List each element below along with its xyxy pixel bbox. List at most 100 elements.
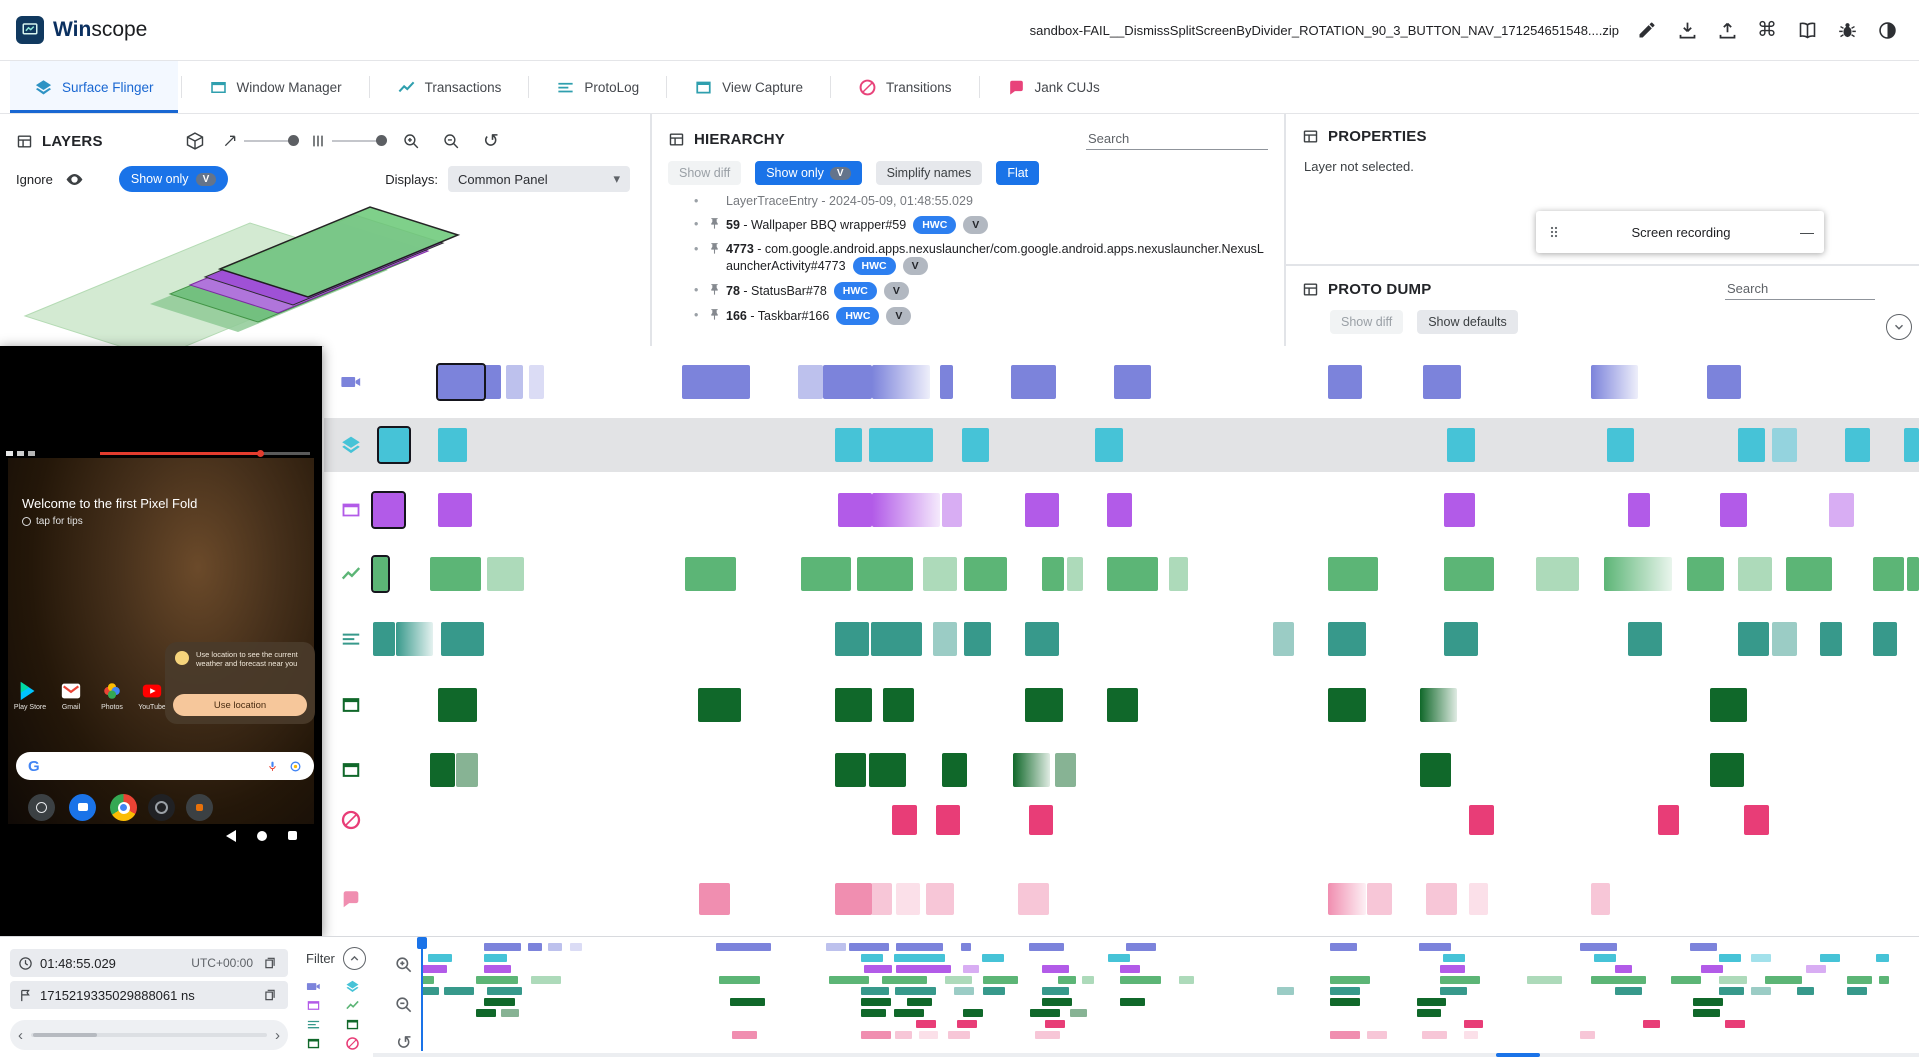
timeline-block-screen-recording[interactable]	[940, 365, 953, 399]
timeline-block-protolog[interactable]	[441, 622, 485, 656]
tree-node[interactable]: • 78 - StatusBar#78 HWC V	[652, 282, 1270, 300]
timeline-block-view-capture-1[interactable]	[437, 688, 477, 722]
timeline-block-window-manager[interactable]	[1025, 493, 1060, 527]
pin-icon[interactable]	[708, 308, 721, 321]
timeline-block-view-capture-1[interactable]	[1107, 688, 1139, 722]
reset-zoom-button[interactable]: ↺	[388, 1027, 420, 1059]
block-icon[interactable]	[345, 1036, 360, 1051]
notification-card[interactable]: Use location to see the current weather …	[165, 642, 315, 724]
timeline-block-jank-cujs[interactable]	[1017, 883, 1049, 915]
timeline-block-transactions[interactable]	[370, 555, 391, 593]
timeline-block-window-manager[interactable]	[1829, 493, 1855, 527]
google-search-bar[interactable]: G	[16, 752, 314, 780]
video-scrub-handle[interactable]	[257, 450, 264, 457]
timeline-block-surface-flinger[interactable]	[1606, 428, 1634, 462]
timeline-block-view-capture-2[interactable]	[869, 753, 907, 787]
timeline-block-transactions[interactable]	[1042, 557, 1065, 591]
timeline-block-view-capture-1[interactable]	[1328, 688, 1366, 722]
tab-surface-flinger[interactable]: Surface Flinger	[10, 61, 178, 113]
tab-window-manager[interactable]: Window Manager	[185, 61, 366, 113]
mini-timeline[interactable]	[422, 943, 1891, 1045]
timeline-cursor-handle[interactable]	[417, 937, 427, 949]
timeline-block-jank-cujs[interactable]	[835, 883, 873, 915]
chart-icon[interactable]	[345, 998, 360, 1013]
timeline-block-screen-recording[interactable]	[798, 365, 823, 399]
pin-icon[interactable]	[708, 283, 721, 296]
screen-recording-header[interactable]: Screen recording —	[1536, 211, 1824, 253]
mini-scrollbar-track[interactable]	[373, 1053, 1919, 1057]
tab-transitions[interactable]: Transitions	[834, 61, 976, 113]
timeline-block-window-manager[interactable]	[838, 493, 873, 527]
timeline-block-protolog[interactable]	[1820, 622, 1842, 656]
mini-scrollbar-thumb[interactable]	[1496, 1053, 1540, 1057]
timeline-block-window-manager[interactable]	[872, 493, 940, 527]
timeline-block-transactions[interactable]	[1444, 557, 1494, 591]
timeline-block-jank-cujs[interactable]	[870, 883, 893, 915]
displays-select[interactable]: Common Panel ▾	[448, 166, 630, 192]
timeline-block-transactions[interactable]	[1872, 557, 1904, 591]
timeline-block-view-capture-2[interactable]	[1054, 753, 1077, 787]
timeline-block-screen-recording[interactable]	[822, 365, 873, 399]
timeline-block-protolog[interactable]	[1872, 622, 1898, 656]
timeline-rows[interactable]	[370, 346, 1919, 936]
download-button[interactable]	[1671, 14, 1703, 46]
timeline-block-surface-flinger[interactable]	[1738, 428, 1766, 462]
dark-mode-toggle[interactable]	[1871, 14, 1903, 46]
zoom-out-button[interactable]	[388, 989, 420, 1021]
timeline-block-view-capture-1[interactable]	[1419, 688, 1457, 722]
timeline-block-window-manager[interactable]	[1719, 493, 1747, 527]
lens-icon[interactable]	[289, 760, 302, 773]
videocam-icon[interactable]	[306, 979, 321, 994]
expand-panel-button[interactable]	[1886, 314, 1912, 340]
view-3d-button[interactable]	[182, 128, 208, 154]
timeline-block-surface-flinger[interactable]	[1903, 428, 1919, 462]
timeline-block-screen-recording[interactable]	[1422, 365, 1462, 399]
tree-node[interactable]: • 166 - Taskbar#166 HWC V	[652, 307, 1270, 325]
timeline-block-transactions[interactable]	[1906, 557, 1919, 591]
simplify-names-button[interactable]: Simplify names	[875, 161, 983, 185]
timeline-block-protolog[interactable]	[1738, 622, 1770, 656]
rotation-slider[interactable]	[222, 133, 299, 149]
timeline-block-screen-recording[interactable]	[1707, 365, 1742, 399]
drag-handle-icon[interactable]	[1546, 222, 1562, 242]
timeline-block-protolog[interactable]	[1444, 622, 1479, 656]
window-icon[interactable]	[306, 998, 321, 1013]
upload-button[interactable]	[1711, 14, 1743, 46]
list-icon[interactable]	[306, 1017, 321, 1032]
tab-protolog[interactable]: ProtoLog	[532, 61, 663, 113]
keyboard-shortcuts-button[interactable]: ⌘	[1751, 14, 1783, 46]
timeline-block-screen-recording[interactable]	[1011, 365, 1056, 399]
scroll-left-button[interactable]: ‹	[18, 1026, 23, 1044]
layers-3d-view[interactable]	[0, 186, 650, 346]
timeline-block-screen-recording[interactable]	[435, 363, 487, 401]
timeline-block-protolog[interactable]	[932, 622, 958, 656]
scroll-right-button[interactable]: ›	[275, 1026, 280, 1044]
timeline-block-transactions[interactable]	[1535, 557, 1579, 591]
timeline-block-view-capture-2[interactable]	[456, 753, 479, 787]
timeline-block-transactions[interactable]	[923, 557, 958, 591]
timeline-block-transactions[interactable]	[1107, 557, 1159, 591]
timeline-block-screen-recording[interactable]	[1591, 365, 1638, 399]
timeline-block-view-capture-2[interactable]	[1710, 753, 1745, 787]
video-controls[interactable]	[4, 448, 318, 460]
mic-icon[interactable]	[266, 760, 279, 773]
timeline-block-protolog[interactable]	[1025, 622, 1060, 656]
timeline-block-transactions[interactable]	[1067, 557, 1083, 591]
frame-icon[interactable]	[345, 1017, 360, 1032]
timeline-block-transactions[interactable]	[1328, 557, 1378, 591]
timeline-block-jank-cujs[interactable]	[1425, 883, 1457, 915]
timeline-block-view-capture-1[interactable]	[1025, 688, 1063, 722]
timeline-block-surface-flinger[interactable]	[1447, 428, 1475, 462]
hierarchy-search-input[interactable]	[1086, 128, 1268, 150]
tree-node-root[interactable]: • LayerTraceEntry - 2024-05-09, 01:48:55…	[694, 194, 973, 208]
frame-icon[interactable]	[306, 1036, 321, 1051]
report-bug-button[interactable]	[1831, 14, 1863, 46]
timeline-block-protolog[interactable]	[1328, 622, 1366, 656]
show-defaults-button[interactable]: Show defaults	[1417, 310, 1518, 334]
zoom-out-3d-button[interactable]	[438, 128, 464, 154]
timeline-block-window-manager[interactable]	[437, 493, 472, 527]
timeline-block-protolog[interactable]	[396, 622, 434, 656]
timeline-block-view-capture-1[interactable]	[697, 688, 741, 722]
show-only-v-button[interactable]: Show only V	[118, 166, 229, 192]
timeline-cursor[interactable]	[421, 937, 423, 1051]
